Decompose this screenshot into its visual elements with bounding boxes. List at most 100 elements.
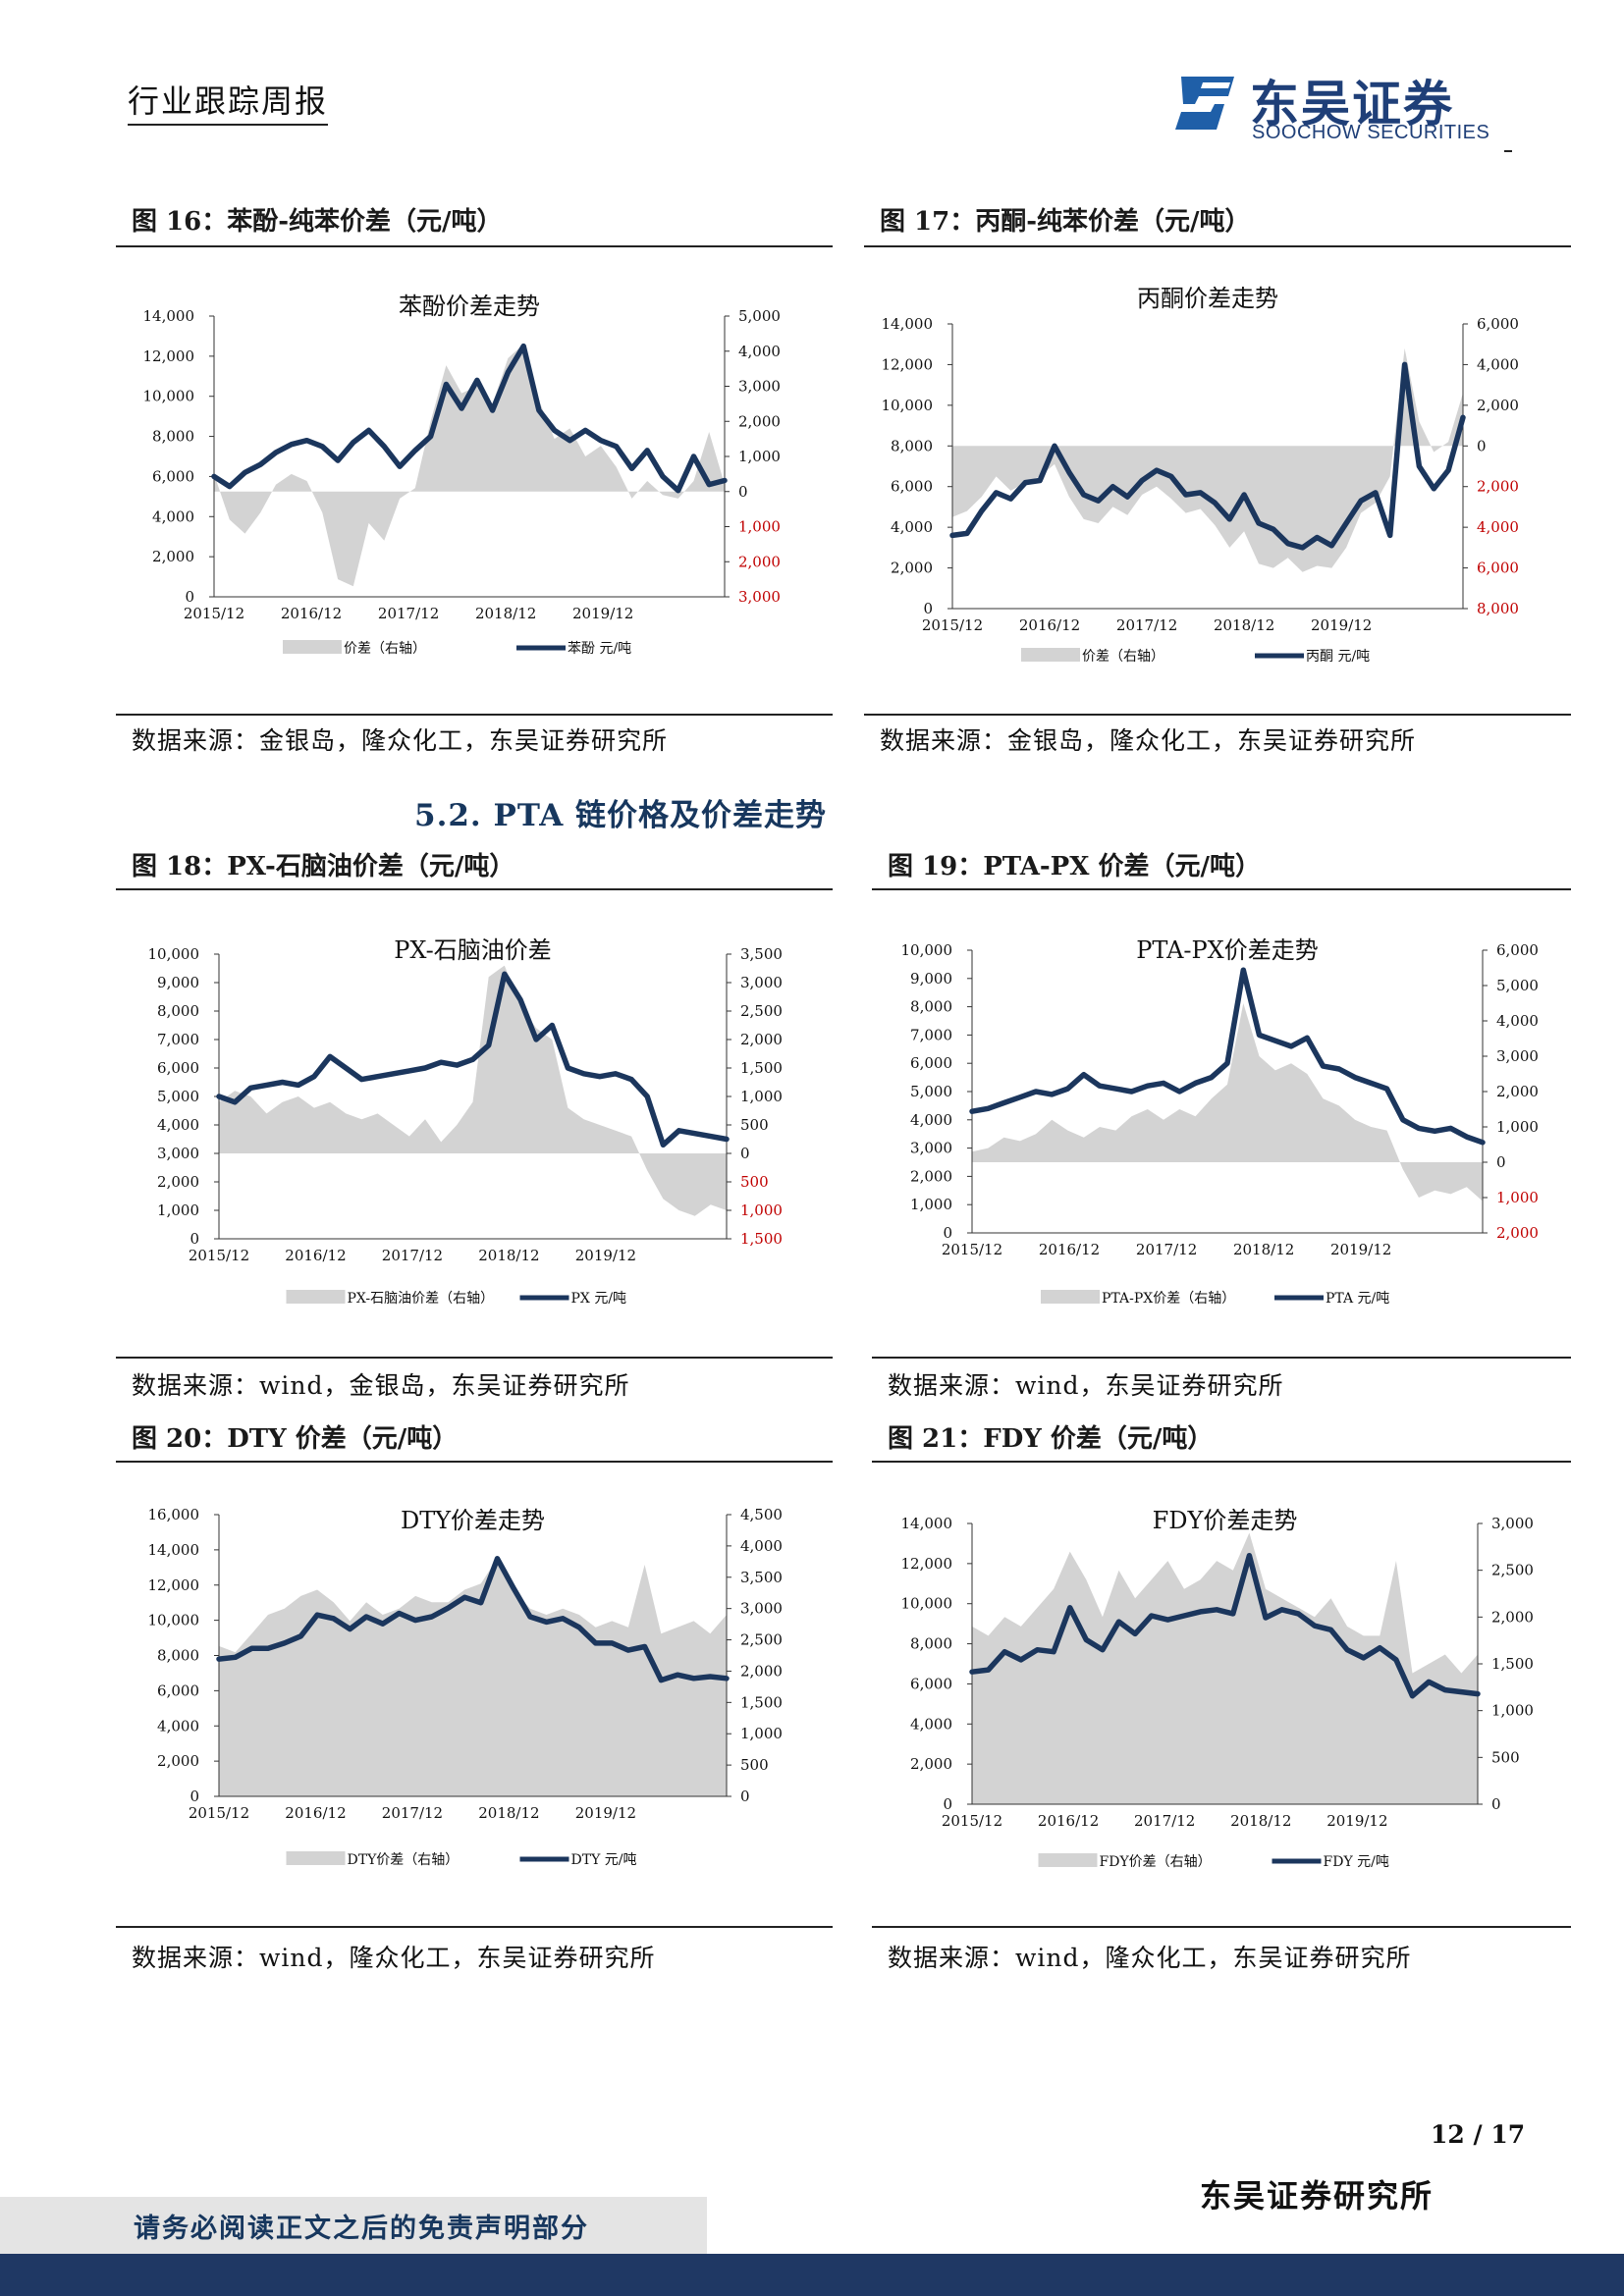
legend-line-label: FDY 元/吨 [1324,1854,1389,1870]
chart-title: PX-石脑油价差 [394,936,552,964]
x-tick-label: 2017/12 [382,1804,443,1822]
left-tick-label: 14,000 [882,315,934,333]
left-tick-label: 12,000 [148,1576,200,1594]
left-tick-label: 3,000 [157,1145,199,1162]
left-tick-label: 14,000 [143,307,195,325]
right-tick-label: 500 [740,1173,769,1191]
figure-source: 数据来源：金银岛，隆众化工，东吴证券研究所 [880,726,1417,755]
x-tick-label: 2018/12 [478,1247,539,1264]
left-tick-label: 6,000 [152,467,194,485]
right-tick-label: 4,500 [740,1506,783,1523]
right-tick-label: 500 [740,1756,769,1774]
legend-area-swatch [1021,648,1080,662]
left-tick-label: 8,000 [157,1002,199,1020]
figure-title: 图 21：FDY 价差（元/吨） [888,1424,1214,1454]
right-tick-label: 6,000 [1477,560,1519,577]
left-tick-label: 12,000 [143,347,195,365]
left-tick-label: 0 [185,588,194,606]
figure-source: 数据来源：wind，金银岛，东吴证券研究所 [132,1371,630,1400]
right-tick-label: 0 [1496,1153,1506,1171]
right-tick-label: 3,500 [740,945,783,963]
x-tick-label: 2015/12 [942,1812,1002,1830]
left-tick-label: 5,000 [157,1088,199,1105]
right-tick-label: 1,000 [740,1725,783,1742]
legend-area-swatch [1041,1290,1100,1304]
legend-line-label: PX 元/吨 [571,1291,627,1307]
figure-bottom-rule [116,1926,833,1928]
right-tick-label: 3,000 [738,378,781,396]
left-tick-label: 2,000 [910,1755,952,1773]
x-tick-label: 2015/12 [184,605,244,622]
right-tick-label: 4,000 [740,1537,783,1555]
disclaimer-text: 请务必阅读正文之后的免责声明部分 [134,2214,589,2244]
left-tick-label: 12,000 [882,355,934,373]
left-tick-label: 1,000 [910,1196,952,1213]
right-tick-label: 4,000 [1496,1012,1539,1030]
chart-title: 苯酚价差走势 [399,293,540,320]
figure-bottom-rule [116,1357,833,1359]
right-tick-label: 1,000 [1491,1702,1534,1720]
x-tick-label: 2016/12 [1019,616,1080,634]
legend-line-label: 丙酮 元/吨 [1306,649,1370,665]
left-tick-label: 0 [189,1230,199,1248]
left-tick-label: 8,000 [891,437,933,454]
disclaimer-band [0,2197,707,2254]
x-tick-label: 2016/12 [281,605,342,622]
left-tick-label: 4,000 [910,1111,952,1129]
left-tick-label: 10,000 [148,945,200,963]
left-tick-label: 8,000 [910,1635,952,1653]
left-tick-label: 0 [189,1788,199,1805]
legend-area-label: 价差（右轴） [1082,649,1164,665]
right-tick-label: 3,000 [1496,1047,1539,1065]
left-tick-label: 8,000 [910,998,952,1016]
figure-top-rule [872,1461,1571,1463]
legend-area-label: FDY价差（右轴） [1100,1854,1212,1870]
x-tick-label: 2018/12 [1233,1241,1294,1258]
right-tick-label: 5,000 [1496,977,1539,994]
x-tick-label: 2016/12 [285,1247,346,1264]
spread-area [219,965,727,1216]
x-tick-label: 2019/12 [1326,1812,1387,1830]
x-tick-label: 2017/12 [1134,1812,1195,1830]
left-tick-label: 10,000 [882,397,934,414]
legend-area-label: 价差（右轴） [344,641,426,657]
left-tick-label: 0 [943,1224,952,1242]
legend-area-swatch [283,640,342,654]
price-line [969,967,1486,1146]
left-tick-label: 9,000 [910,970,952,988]
legend-line-label: 苯酚 元/吨 [568,640,631,657]
legend-area-swatch [1038,1853,1098,1867]
right-tick-label: 2,000 [1496,1083,1539,1100]
left-tick-label: 0 [923,600,933,617]
left-tick-label: 3,000 [910,1140,952,1157]
x-tick-label: 2015/12 [189,1804,249,1822]
figure-source: 数据来源：wind，隆众化工，东吴证券研究所 [132,1944,656,1972]
footer-brand: 东吴证券研究所 [1200,2177,1435,2215]
x-tick-label: 2016/12 [1039,1241,1100,1258]
right-tick-label: 500 [740,1116,769,1134]
right-tick-label: 0 [738,483,748,501]
right-tick-label: 6,000 [1477,315,1519,333]
left-tick-label: 10,000 [901,941,953,959]
right-tick-label: 2,000 [740,1031,783,1048]
figure-top-rule [116,245,833,247]
right-tick-label: 1,000 [1496,1189,1539,1206]
x-tick-label: 2017/12 [378,605,439,622]
figure-source: 数据来源：wind，东吴证券研究所 [888,1371,1284,1400]
right-tick-label: 1,500 [740,1230,783,1248]
right-tick-label: 3,500 [740,1569,783,1586]
right-tick-label: 4,000 [1477,518,1519,536]
x-tick-label: 2018/12 [1230,1812,1291,1830]
right-tick-label: 0 [740,1788,750,1805]
left-tick-label: 6,000 [891,478,933,496]
left-tick-label: 6,000 [157,1059,199,1077]
price-line [216,1556,730,1683]
right-tick-label: 3,000 [740,974,783,991]
left-tick-label: 8,000 [157,1647,199,1665]
left-tick-label: 2,000 [157,1173,199,1191]
chart-title: PTA-PX价差走势 [1136,936,1319,964]
price-line [969,1552,1481,1699]
figure-bottom-rule [872,1926,1571,1928]
x-tick-label: 2017/12 [1136,1241,1197,1258]
right-tick-label: 1,000 [1496,1118,1539,1136]
